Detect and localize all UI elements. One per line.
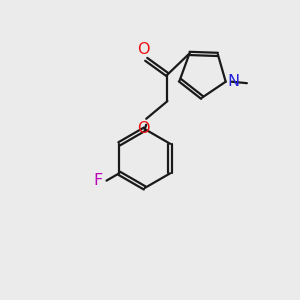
Text: O: O — [137, 121, 149, 136]
Text: N: N — [228, 74, 240, 89]
Text: O: O — [138, 42, 150, 57]
Text: F: F — [94, 173, 103, 188]
